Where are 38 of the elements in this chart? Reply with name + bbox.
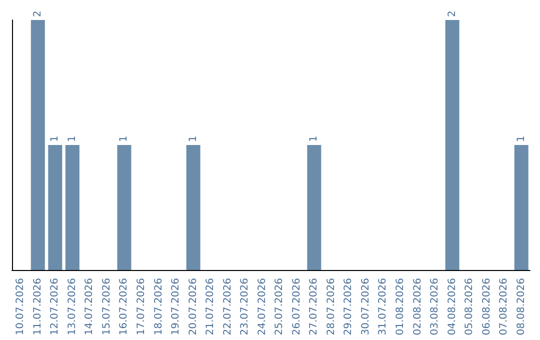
x-tick-label: 18.07.2026 <box>153 278 164 336</box>
x-tick-label: 27.07.2026 <box>308 278 320 336</box>
data-label: 1 <box>516 136 527 142</box>
x-tick-label: 06.08.2026 <box>481 278 492 336</box>
x-tick-label: 17.07.2026 <box>136 278 147 336</box>
data-label: 1 <box>308 136 320 142</box>
data-label: 2 <box>446 10 458 17</box>
x-tick-label: 12.07.2026 <box>50 278 61 336</box>
data-label: 1 <box>50 136 61 142</box>
x-tick-label: 19.07.2026 <box>170 278 182 336</box>
x-tick-label: 29.07.2026 <box>343 278 354 336</box>
x-tick-label: 01.08.2026 <box>395 278 406 336</box>
data-label: 2 <box>32 10 44 17</box>
x-tick-label: 30.07.2026 <box>360 278 372 336</box>
x-tick-label: 02.08.2026 <box>412 278 424 336</box>
data-label: 1 <box>118 136 130 142</box>
x-tick-label: 25.07.2026 <box>274 278 286 336</box>
x-tick-label: 24.07.2026 <box>256 278 268 336</box>
x-tick-label: 21.07.2026 <box>205 278 216 336</box>
x-tick-label: 14.07.2026 <box>84 278 96 336</box>
x-tick-label: 28.07.2026 <box>326 278 337 336</box>
x-tick-label: 03.08.2026 <box>430 278 441 336</box>
data-label: 1 <box>66 136 78 142</box>
x-tick-label: 11.07.2026 <box>32 278 44 336</box>
x-tick-label: 22.07.2026 <box>222 278 234 336</box>
x-tick-label: 23.07.2026 <box>240 278 251 336</box>
data-label: 1 <box>188 136 199 142</box>
x-tick-label: 10.07.2026 <box>15 278 26 336</box>
x-tick-label: 05.08.2026 <box>464 278 476 336</box>
x-tick-label: 04.08.2026 <box>446 278 458 336</box>
x-tick-label: 07.08.2026 <box>498 278 510 336</box>
x-tick-label: 16.07.2026 <box>118 278 130 336</box>
x-tick-label: 15.07.2026 <box>101 278 112 336</box>
x-tick-label: 08.08.2026 <box>516 278 527 336</box>
x-tick-label: 20.07.2026 <box>188 278 199 336</box>
x-tick-label: 13.07.2026 <box>66 278 78 336</box>
x-tick-label: 26.07.2026 <box>291 278 302 336</box>
x-tick-label: 31.07.2026 <box>378 278 389 336</box>
